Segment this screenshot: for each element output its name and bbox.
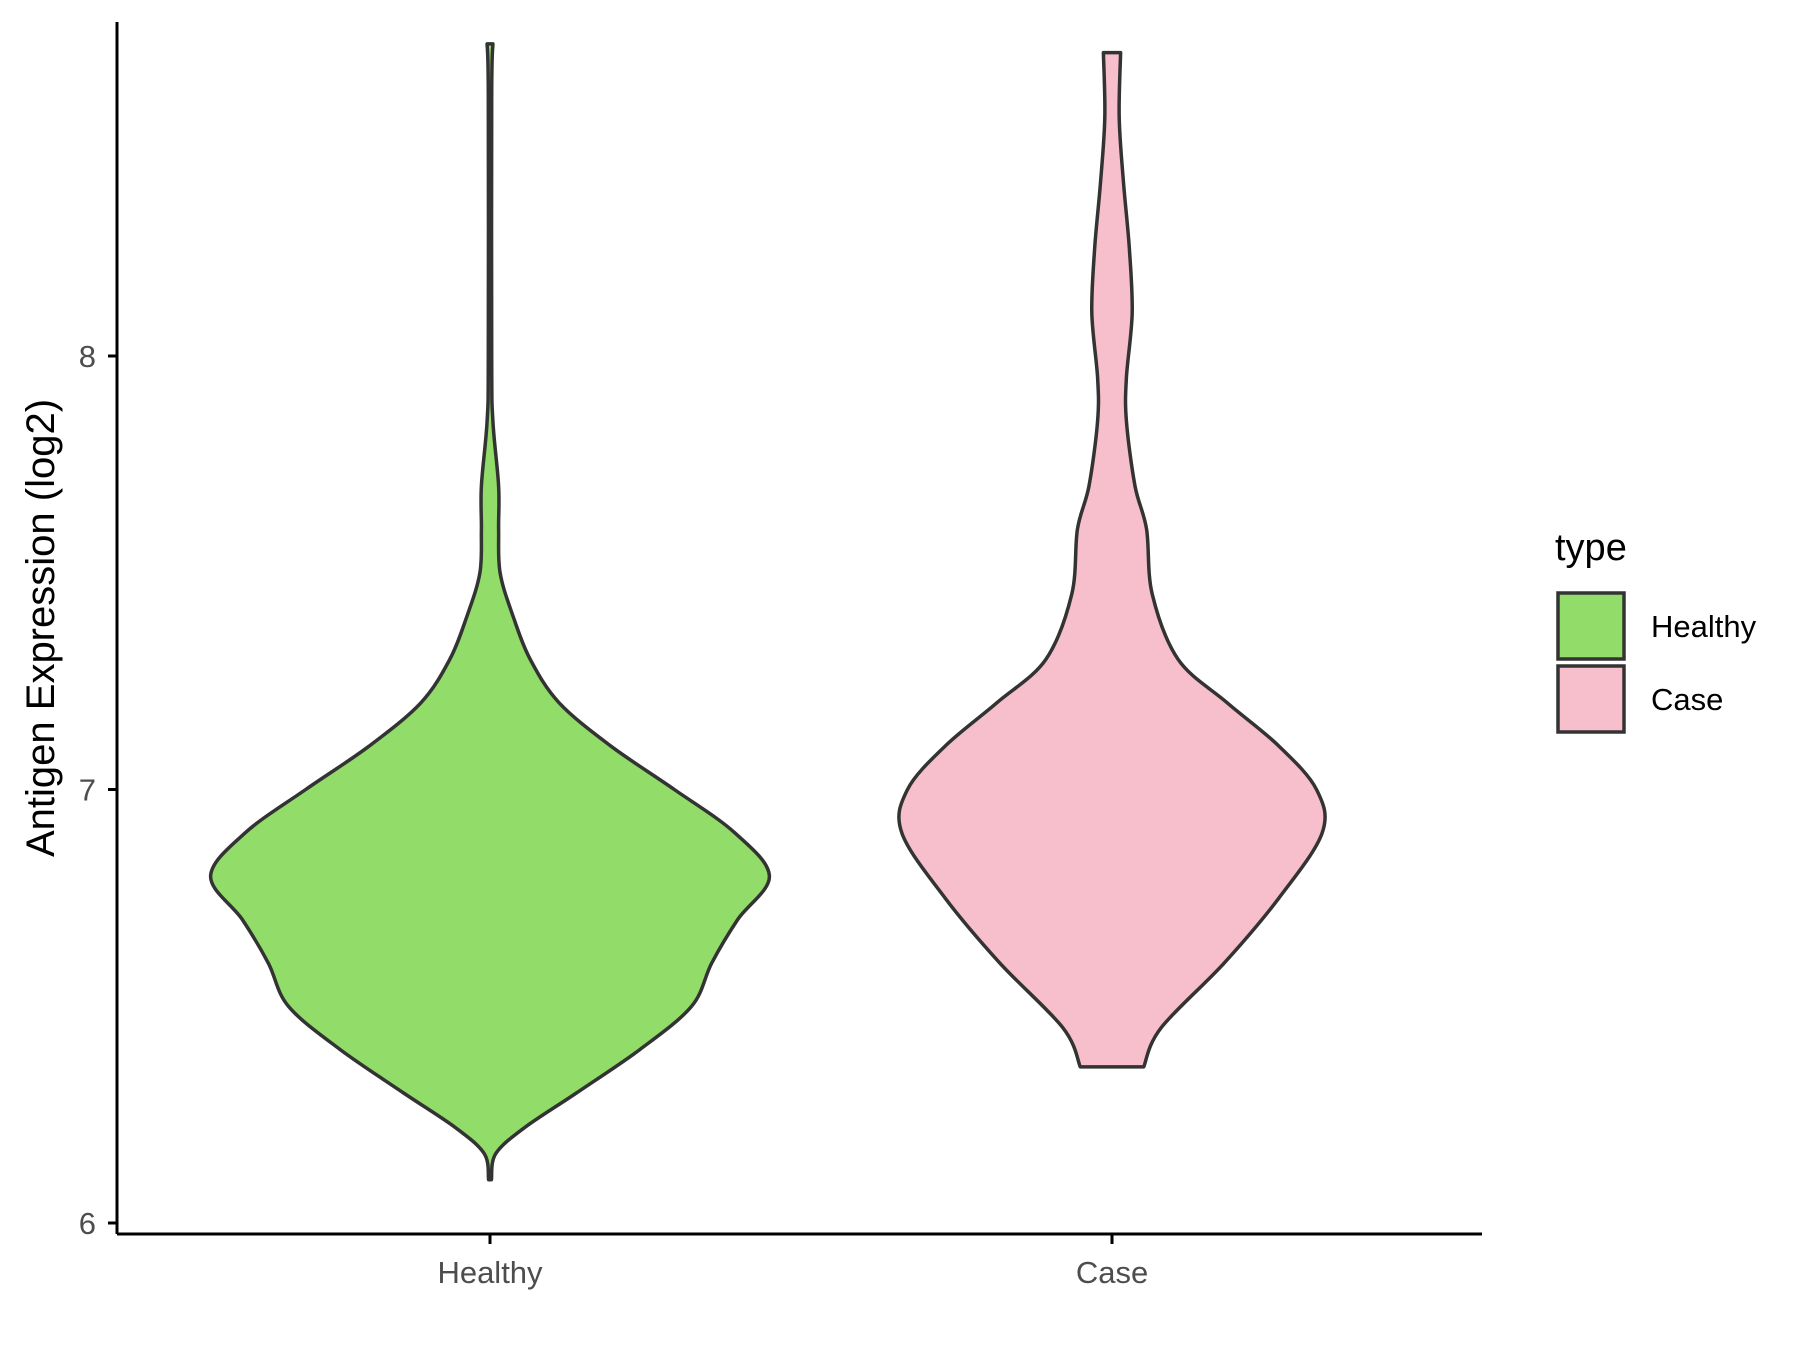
legend-title: type bbox=[1555, 527, 1627, 569]
x-tick-label-case: Case bbox=[1076, 1255, 1148, 1290]
legend-swatch-healthy bbox=[1556, 591, 1626, 661]
x-tick-label-healthy: Healthy bbox=[437, 1255, 543, 1290]
y-tick-label: 8 bbox=[79, 339, 96, 374]
violin-layer bbox=[208, 42, 1327, 1182]
violin-case bbox=[897, 50, 1327, 1069]
legend: type Healthy Case bbox=[1555, 527, 1757, 734]
legend-swatch-case bbox=[1556, 664, 1626, 734]
x-ticks: Healthy Case bbox=[437, 1234, 1148, 1290]
y-ticks: 6 7 8 bbox=[79, 339, 117, 1241]
legend-label-case: Case bbox=[1651, 682, 1723, 717]
y-axis-title: Antigen Expression (log2) bbox=[19, 399, 63, 857]
legend-label-healthy: Healthy bbox=[1651, 609, 1757, 644]
y-tick-label: 7 bbox=[79, 773, 96, 808]
y-tick-label: 6 bbox=[79, 1206, 96, 1241]
violin-healthy bbox=[208, 42, 772, 1182]
